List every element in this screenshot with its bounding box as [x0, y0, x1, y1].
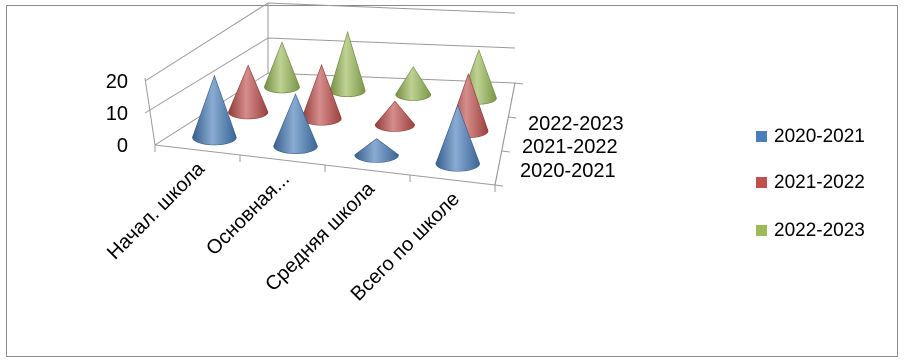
depth-tick — [494, 184, 504, 187]
cone-body — [192, 74, 237, 146]
chart-frame — [6, 5, 898, 357]
cone-body — [228, 64, 269, 120]
cone-2020-2021-0 — [192, 74, 237, 146]
depth-tick — [508, 116, 517, 119]
cone-body — [273, 93, 318, 155]
depth-tick-label: 2021-2022 — [522, 136, 618, 158]
cone-2022-2023-2 — [395, 66, 432, 101]
depth-tick — [514, 82, 524, 85]
cone-body — [374, 100, 416, 132]
cone-2020-2021-1 — [273, 93, 318, 155]
cone-body — [264, 41, 300, 94]
legend-label: 2021-2022 — [774, 172, 865, 193]
y-tick-label: 20 — [106, 71, 128, 93]
depth-axis — [494, 82, 516, 186]
depth-tick-label: 2020-2021 — [520, 160, 616, 182]
cone-body — [354, 138, 399, 163]
legend-swatch — [756, 225, 767, 236]
y-tick-label: 0 — [117, 135, 128, 157]
depth-tick — [501, 150, 510, 153]
cone-2021-2022-0 — [228, 64, 269, 120]
depth-tick-label: 2022-2023 — [528, 113, 624, 135]
legend-swatch — [756, 131, 767, 142]
cone-2020-2021-3 — [435, 104, 480, 172]
cone-2020-2021-2 — [354, 138, 399, 163]
cone-2021-2022-2 — [374, 100, 416, 132]
cone-2022-2023-0 — [264, 41, 300, 94]
y-tick-label: 10 — [106, 103, 128, 125]
cones — [192, 30, 497, 172]
legend: 2020-2021 2021-2022 2022-2023 — [756, 126, 865, 241]
legend-label: 2020-2021 — [774, 126, 865, 147]
legend-item: 2021-2022 — [756, 172, 865, 193]
cone-body — [435, 104, 480, 172]
category-label: Основная... — [202, 168, 294, 260]
legend-label: 2022-2023 — [774, 220, 865, 241]
category-label: Начал. школа — [103, 157, 210, 264]
legend-item: 2022-2023 — [756, 220, 865, 241]
legend-swatch — [756, 177, 767, 188]
y-tick-labels: 0 10 20 — [106, 71, 128, 157]
legend-item: 2020-2021 — [756, 126, 865, 147]
cone-body — [395, 66, 432, 101]
gridline — [144, 2, 516, 82]
value-axis — [144, 77, 156, 146]
